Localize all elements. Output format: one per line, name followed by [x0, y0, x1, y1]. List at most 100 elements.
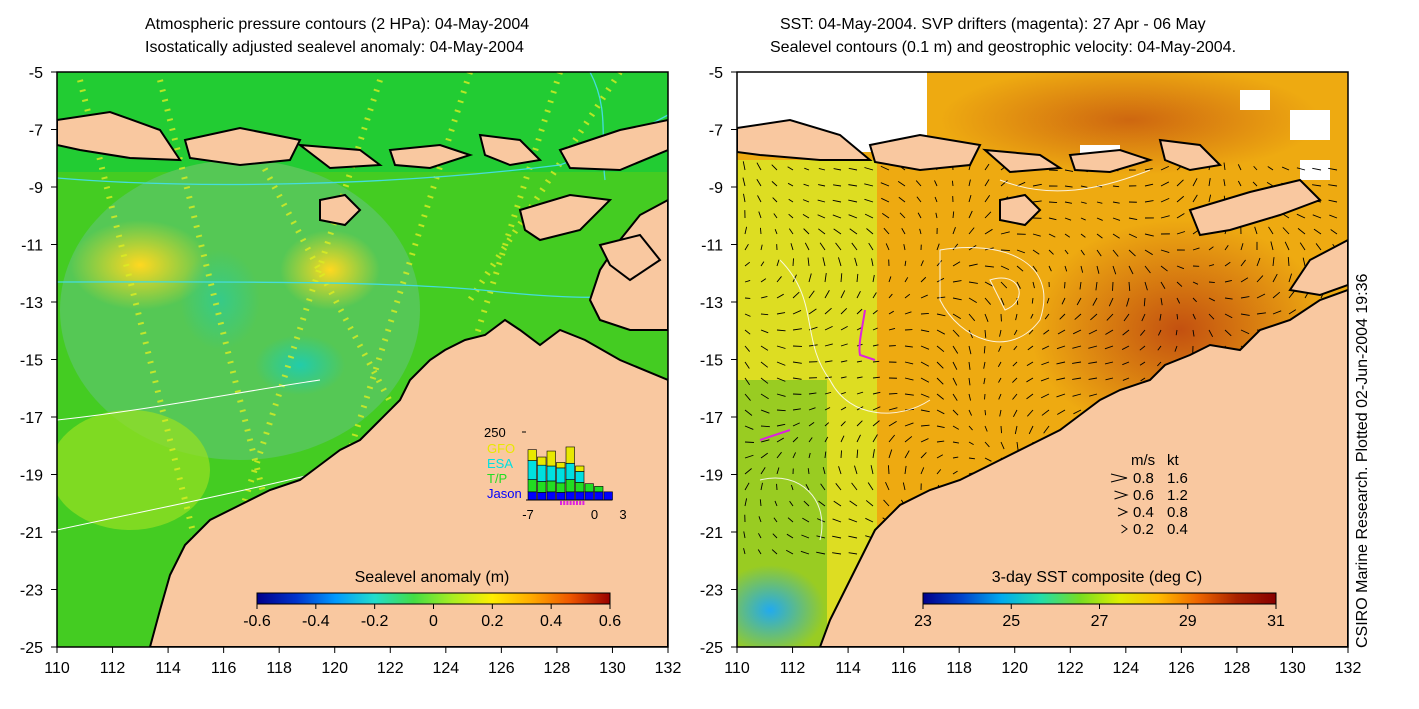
- velocity-arrow: [865, 517, 874, 523]
- velocity-arrow: [1032, 200, 1042, 203]
- velocity-arrow: [1112, 185, 1120, 188]
- velocity-arrow: [804, 242, 810, 251]
- velocity-arrow: [838, 466, 842, 475]
- velocity-arrow: [952, 425, 960, 430]
- velocity-arrow: [1312, 184, 1322, 187]
- velocity-arrow: [1013, 329, 1018, 336]
- velocity-arrow: [792, 452, 796, 459]
- velocity-arrow: [904, 311, 912, 315]
- velocity-arrow: [917, 212, 922, 219]
- velocity-arrow: [840, 392, 846, 395]
- velocity-arrow: [904, 450, 910, 459]
- velocity-arrow: [1240, 329, 1250, 335]
- velocity-arrow: [1012, 361, 1018, 367]
- velocity-arrow: [880, 165, 890, 171]
- velocity-arrow: [1080, 265, 1084, 273]
- velocity-arrow: [1240, 313, 1250, 316]
- velocity-arrow: [1072, 393, 1082, 397]
- velocity-arrow: [1092, 297, 1098, 306]
- velocity-arrow: [934, 196, 938, 203]
- velocity-arrow: [840, 435, 845, 443]
- velocity-arrow: [1144, 168, 1153, 171]
- velocity-arrow: [1208, 313, 1215, 320]
- inset-bar-jason: [594, 491, 604, 501]
- velocity-arrow: [835, 483, 842, 491]
- velocity-arrow: [984, 297, 991, 305]
- kimberley-land-right: [1288, 238, 1348, 297]
- left-map-field: [57, 72, 668, 647]
- velocity-arrow: [872, 274, 875, 283]
- velocity-arrow: [880, 182, 890, 187]
- velocity-arrow: [776, 423, 786, 427]
- velocity-arrow: [744, 345, 750, 352]
- velocity-arrow: [856, 376, 863, 379]
- velocity-arrow: [1224, 297, 1233, 300]
- velocity-arrow: [872, 420, 880, 427]
- velocity-key-header-kt: kt: [1167, 452, 1180, 469]
- inset-x-ticks: -7 0 3: [522, 507, 626, 522]
- velocity-arrow: [1299, 242, 1306, 251]
- velocity-arrow: [760, 393, 769, 400]
- velocity-arrow: [1176, 313, 1179, 320]
- velocity-arrow: [1016, 181, 1026, 187]
- velocity-arrow: [1080, 201, 1087, 204]
- velocity-arrow: [1000, 281, 1008, 289]
- velocity-arrow: [744, 409, 753, 416]
- velocity-arrow: [760, 409, 770, 414]
- velocity-arrow: [1028, 329, 1034, 335]
- velocity-arrow: [1281, 166, 1290, 171]
- velocity-arrow: [744, 468, 752, 475]
- velocity-arrow: [1072, 345, 1082, 349]
- velocity-arrow: [936, 243, 940, 251]
- velocity-arrow: [758, 211, 762, 219]
- lon-tick-label: 120: [1001, 660, 1028, 677]
- lon-tick-label: 126: [488, 660, 515, 677]
- lon-tick-label: 122: [1057, 660, 1084, 677]
- velocity-arrow: [808, 452, 811, 459]
- velocity-arrow: [854, 257, 858, 267]
- velocity-arrow: [1176, 179, 1184, 187]
- sst-colorbar: 3-day SST composite (deg C) 23 25 27 29 31: [914, 569, 1285, 630]
- velocity-key-arrow: [1121, 524, 1128, 534]
- velocity-arrow: [792, 408, 801, 411]
- velocity-arrow: [968, 297, 977, 303]
- lat-tick-label: -21: [20, 525, 43, 542]
- inset-day-marker: [579, 501, 582, 505]
- velocity-arrow: [864, 183, 874, 187]
- velocity-arrow: [1030, 313, 1034, 319]
- velocity-arrow: [744, 377, 751, 386]
- velocity-arrow: [787, 182, 794, 187]
- lon-tick-label: 114: [835, 660, 861, 677]
- velocity-arrow: [1256, 275, 1264, 283]
- velocity-arrow: [1160, 265, 1168, 272]
- velocity-arrow: [789, 500, 794, 507]
- velocity-arrow: [743, 193, 746, 203]
- plot-credit-note: CSIRO Marine Research. Plotted 02-Jun-20…: [1354, 273, 1371, 648]
- velocity-arrow: [848, 199, 858, 203]
- velocity-key-kt: 1.6: [1167, 470, 1188, 487]
- velocity-arrow: [968, 345, 972, 355]
- velocity-arrow: [1080, 217, 1086, 221]
- right-lon-axis: 110 112 114 116 118 120 122 124 126 128 130 132: [724, 647, 1361, 677]
- lat-tick-label: -19: [700, 468, 723, 485]
- velocity-arrow: [984, 425, 988, 432]
- velocity-arrow: [1048, 249, 1054, 255]
- velocity-arrow: [788, 228, 794, 235]
- velocity-arrow: [904, 422, 914, 427]
- velocity-arrow: [1122, 329, 1130, 336]
- velocity-arrow: [904, 393, 914, 396]
- velocity-arrow: [760, 227, 762, 235]
- colorbar-tick-label: -0.4: [302, 613, 330, 630]
- velocity-arrow: [984, 228, 993, 235]
- velocity-arrow: [872, 376, 880, 379]
- velocity-arrow: [840, 406, 847, 411]
- velocity-arrow: [840, 308, 848, 315]
- left-title-line2: Isostatically adjusted sealevel anomaly:…: [145, 39, 524, 56]
- velocity-arrow: [1072, 377, 1082, 380]
- sla-colorbar-label: Sealevel anomaly (m): [355, 569, 510, 586]
- velocity-arrow: [808, 422, 815, 427]
- velocity-arrow: [772, 197, 778, 203]
- velocity-arrow: [1046, 297, 1050, 304]
- velocity-arrow: [1267, 166, 1274, 171]
- velocity-arrow: [902, 482, 906, 491]
